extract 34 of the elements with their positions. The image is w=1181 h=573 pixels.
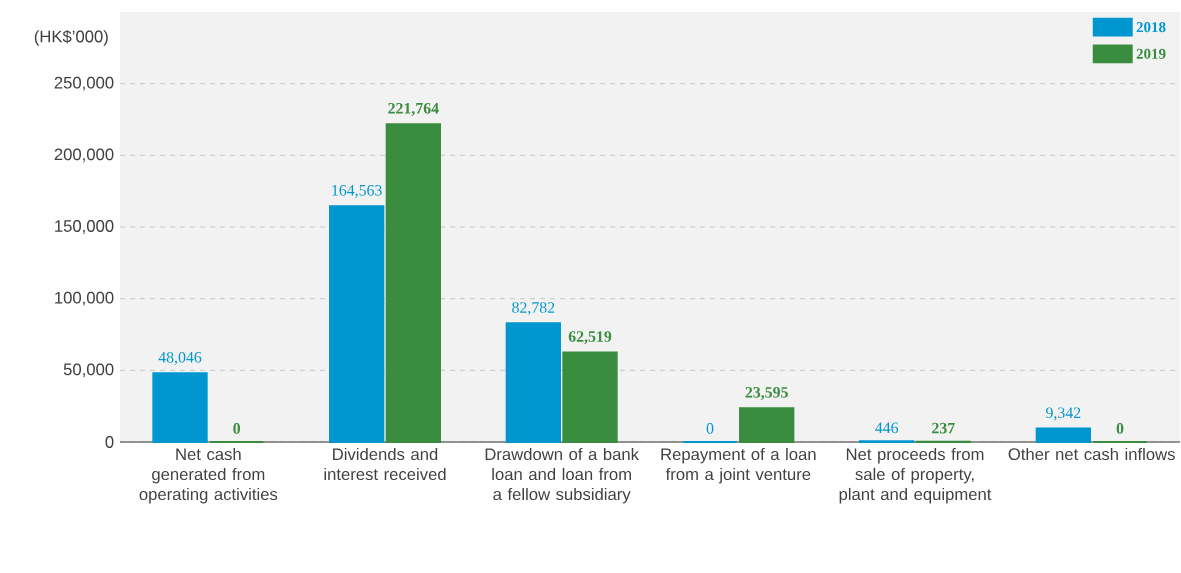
y-axis-title: (HK$’000) bbox=[34, 29, 108, 46]
legend-label: 2018 bbox=[1136, 22, 1166, 33]
x-tick-label: Net cash generated from operating activities bbox=[139, 447, 278, 504]
data-label: 237 bbox=[932, 422, 955, 434]
data-label: 164,563 bbox=[332, 184, 382, 198]
bar bbox=[739, 407, 795, 443]
data-label: 0 bbox=[233, 423, 241, 434]
data-label: 0 bbox=[706, 423, 714, 434]
x-tick-label: Dividends and interest received bbox=[324, 447, 446, 481]
bar bbox=[505, 322, 561, 443]
x-tick-label: Repayment of a loan from a joint venture bbox=[661, 447, 816, 484]
data-label: 82,782 bbox=[512, 302, 555, 316]
y-tick-label: 50,000 bbox=[63, 363, 114, 378]
bar bbox=[562, 351, 618, 443]
x-tick-label: Other net cash inflows bbox=[1008, 447, 1175, 461]
x-tick-label: Net proceeds from sale of property, plant and equipment bbox=[839, 447, 992, 504]
bar bbox=[329, 205, 385, 443]
data-label: 23,595 bbox=[745, 387, 788, 400]
legend-label: 2019 bbox=[1136, 48, 1166, 59]
bar bbox=[1035, 427, 1092, 443]
y-tick-label: 150,000 bbox=[55, 220, 114, 234]
y-tick-label: 250,000 bbox=[54, 76, 114, 91]
y-tick-label: 0 bbox=[105, 436, 114, 448]
bar bbox=[385, 123, 442, 443]
data-label: 221,764 bbox=[388, 102, 439, 116]
data-label: 62,519 bbox=[568, 331, 612, 345]
y-tick-label: 100,000 bbox=[55, 291, 114, 306]
data-label: 48,046 bbox=[158, 351, 202, 365]
data-label: 446 bbox=[875, 422, 899, 434]
data-label: 9,342 bbox=[1046, 407, 1081, 421]
x-tick-label: Drawdown of a bank loan and loan from a fellow subsidiary bbox=[485, 447, 640, 504]
bar bbox=[152, 372, 208, 443]
data-label: 0 bbox=[1116, 423, 1124, 434]
y-tick-label: 200,000 bbox=[54, 148, 114, 163]
